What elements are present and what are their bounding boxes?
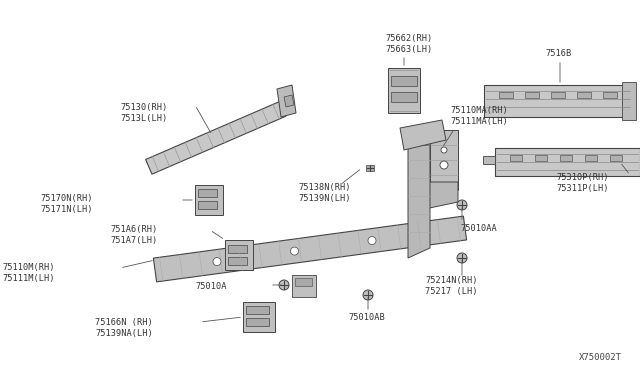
Polygon shape (410, 182, 458, 210)
Text: 75138N(RH)
75139N(LH): 75138N(RH) 75139N(LH) (298, 183, 351, 203)
Polygon shape (284, 95, 294, 107)
Polygon shape (388, 68, 420, 113)
Polygon shape (243, 302, 275, 332)
Polygon shape (610, 155, 622, 161)
Polygon shape (535, 155, 547, 161)
Text: 75214N(RH)
75217 (LH): 75214N(RH) 75217 (LH) (425, 276, 477, 296)
Polygon shape (525, 92, 539, 98)
Polygon shape (228, 257, 247, 265)
Polygon shape (277, 85, 296, 117)
Polygon shape (292, 275, 316, 297)
Text: 75166N (RH)
75139NA(LH): 75166N (RH) 75139NA(LH) (95, 318, 153, 338)
Circle shape (441, 147, 447, 153)
Text: 75110MA(RH)
75111MA(LH): 75110MA(RH) 75111MA(LH) (450, 106, 508, 126)
Polygon shape (225, 240, 253, 270)
Text: 751A6(RH)
751A7(LH): 751A6(RH) 751A7(LH) (110, 225, 157, 245)
Polygon shape (400, 120, 446, 150)
Text: 75110M(RH)
75111M(LH): 75110M(RH) 75111M(LH) (2, 263, 54, 283)
Polygon shape (246, 318, 269, 326)
Text: 75310P(RH)
75311P(LH): 75310P(RH) 75311P(LH) (556, 173, 609, 193)
Circle shape (213, 257, 221, 266)
Polygon shape (560, 155, 572, 161)
Polygon shape (295, 278, 312, 286)
Circle shape (291, 247, 298, 255)
Polygon shape (499, 92, 513, 98)
Polygon shape (391, 76, 417, 86)
Polygon shape (483, 156, 495, 164)
Circle shape (363, 290, 373, 300)
Polygon shape (510, 155, 522, 161)
Polygon shape (391, 92, 417, 102)
Text: 75662(RH)
75663(LH): 75662(RH) 75663(LH) (385, 34, 432, 54)
Polygon shape (154, 216, 467, 282)
Polygon shape (622, 82, 636, 120)
Polygon shape (430, 130, 458, 190)
Text: 75170N(RH)
75171N(LH): 75170N(RH) 75171N(LH) (40, 194, 93, 214)
Text: 75010AB: 75010AB (348, 313, 385, 322)
Polygon shape (603, 92, 617, 98)
Circle shape (279, 280, 289, 290)
Polygon shape (198, 189, 217, 197)
Polygon shape (495, 148, 640, 176)
Polygon shape (484, 85, 632, 117)
Text: X750002T: X750002T (579, 353, 622, 362)
Polygon shape (146, 102, 286, 174)
Polygon shape (195, 185, 223, 215)
Polygon shape (408, 145, 430, 258)
Circle shape (440, 161, 448, 169)
Text: 75010A: 75010A (195, 282, 227, 291)
Polygon shape (228, 245, 247, 253)
Polygon shape (551, 92, 565, 98)
Circle shape (368, 237, 376, 245)
Polygon shape (585, 155, 597, 161)
Polygon shape (246, 306, 269, 314)
Circle shape (457, 200, 467, 210)
Text: 7516B: 7516B (545, 49, 572, 58)
Polygon shape (198, 201, 217, 209)
Polygon shape (577, 92, 591, 98)
Text: 75010AA: 75010AA (460, 224, 497, 233)
Circle shape (457, 253, 467, 263)
Text: 75130(RH)
7513L(LH): 75130(RH) 7513L(LH) (120, 103, 167, 123)
Polygon shape (366, 165, 374, 171)
